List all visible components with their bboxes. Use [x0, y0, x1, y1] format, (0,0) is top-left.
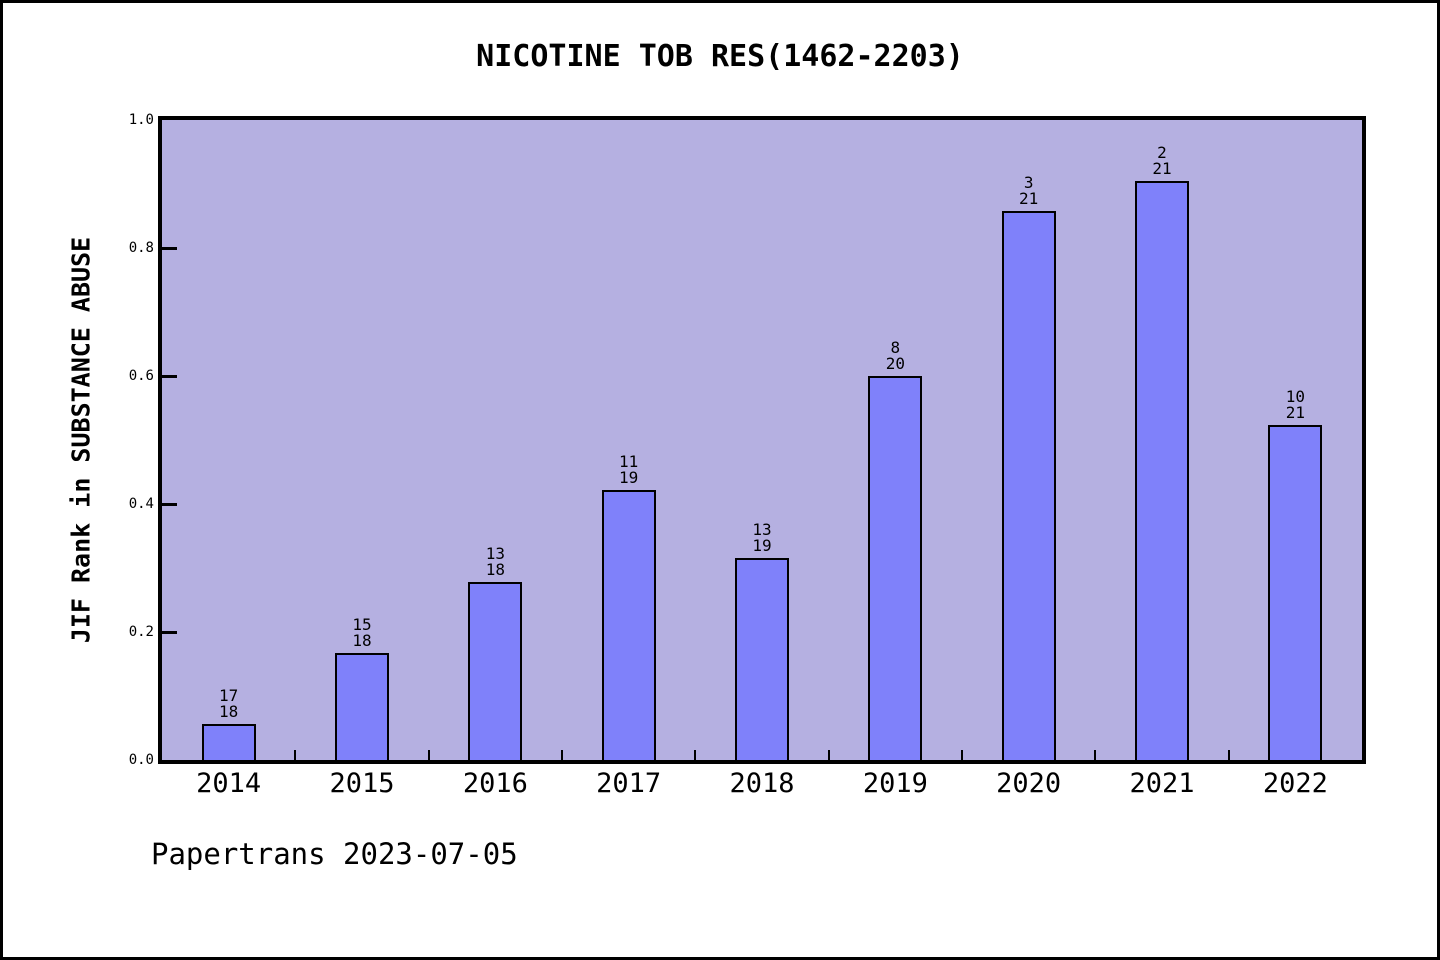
x-axis-tick-label: 2015 — [329, 768, 395, 799]
x-axis-tick-label: 2022 — [1262, 768, 1328, 799]
y-axis-tick-label: 1.0 — [128, 112, 154, 128]
bar-value-label: 15 18 — [352, 615, 372, 650]
y-axis-tick-label: 0.4 — [128, 496, 154, 512]
bar — [468, 582, 523, 760]
x-axis-tick-mark — [561, 750, 563, 760]
x-axis-tick-mark — [1094, 750, 1097, 760]
bar-value-label: 11 19 — [619, 452, 639, 487]
bar — [201, 724, 256, 760]
chart-title: NICOTINE TOB RES(1462-2203) — [476, 39, 964, 74]
footer-watermark: Papertrans 2023-07-05 — [151, 837, 518, 871]
bar-value-label: 13 19 — [752, 520, 772, 555]
bar-value-label: 13 18 — [485, 544, 505, 579]
bar-value-label: 17 18 — [219, 686, 239, 721]
x-axis-tick-mark — [961, 750, 963, 760]
bar — [735, 558, 789, 760]
y-axis-tick-label: 0.2 — [128, 624, 154, 640]
bar-value-label: 10 21 — [1285, 387, 1305, 422]
bar — [335, 653, 389, 760]
y-axis-tick-label: 0.6 — [128, 368, 154, 384]
x-axis-tick-mark — [294, 750, 297, 760]
x-axis-tick-mark — [427, 750, 430, 760]
plot-area: 0.0 0.2 0.4 0.6 0.8 1.0 17 18 2014 15 18 2015 13 1… — [129, 112, 1366, 799]
x-axis-tick-label: 2018 — [729, 768, 795, 799]
x-axis-tick-label: 2014 — [196, 768, 262, 799]
y-axis-tick-mark — [162, 246, 177, 250]
bar-value-label: 8 20 — [885, 338, 905, 373]
y-axis-tick-mark — [162, 630, 177, 634]
y-axis-label: JIF Rank in SUBSTANCE ABUSE — [66, 236, 96, 644]
y-axis-tick-mark — [162, 502, 177, 506]
bar-value-label: 3 21 — [1019, 173, 1039, 208]
bar — [601, 490, 656, 760]
x-axis-tick-label: 2020 — [996, 768, 1062, 799]
y-axis-tick-label: 0.0 — [128, 752, 154, 768]
x-axis-tick-mark — [694, 750, 697, 760]
bar — [1001, 211, 1056, 760]
bar — [1268, 425, 1323, 760]
bar — [868, 376, 923, 760]
x-axis-tick-label: 2017 — [596, 768, 662, 799]
y-axis-tick-mark — [162, 374, 177, 378]
x-axis-tick-mark — [827, 750, 830, 760]
x-axis-tick-label: 2019 — [862, 768, 928, 799]
x-axis-tick-label: 2016 — [462, 768, 528, 799]
bar-value-label: 2 21 — [1152, 143, 1172, 178]
bar — [1135, 181, 1189, 760]
x-axis-tick-mark — [1227, 750, 1230, 760]
x-axis-tick-label: 2021 — [1129, 768, 1195, 799]
y-axis-tick-label: 0.8 — [128, 240, 154, 256]
